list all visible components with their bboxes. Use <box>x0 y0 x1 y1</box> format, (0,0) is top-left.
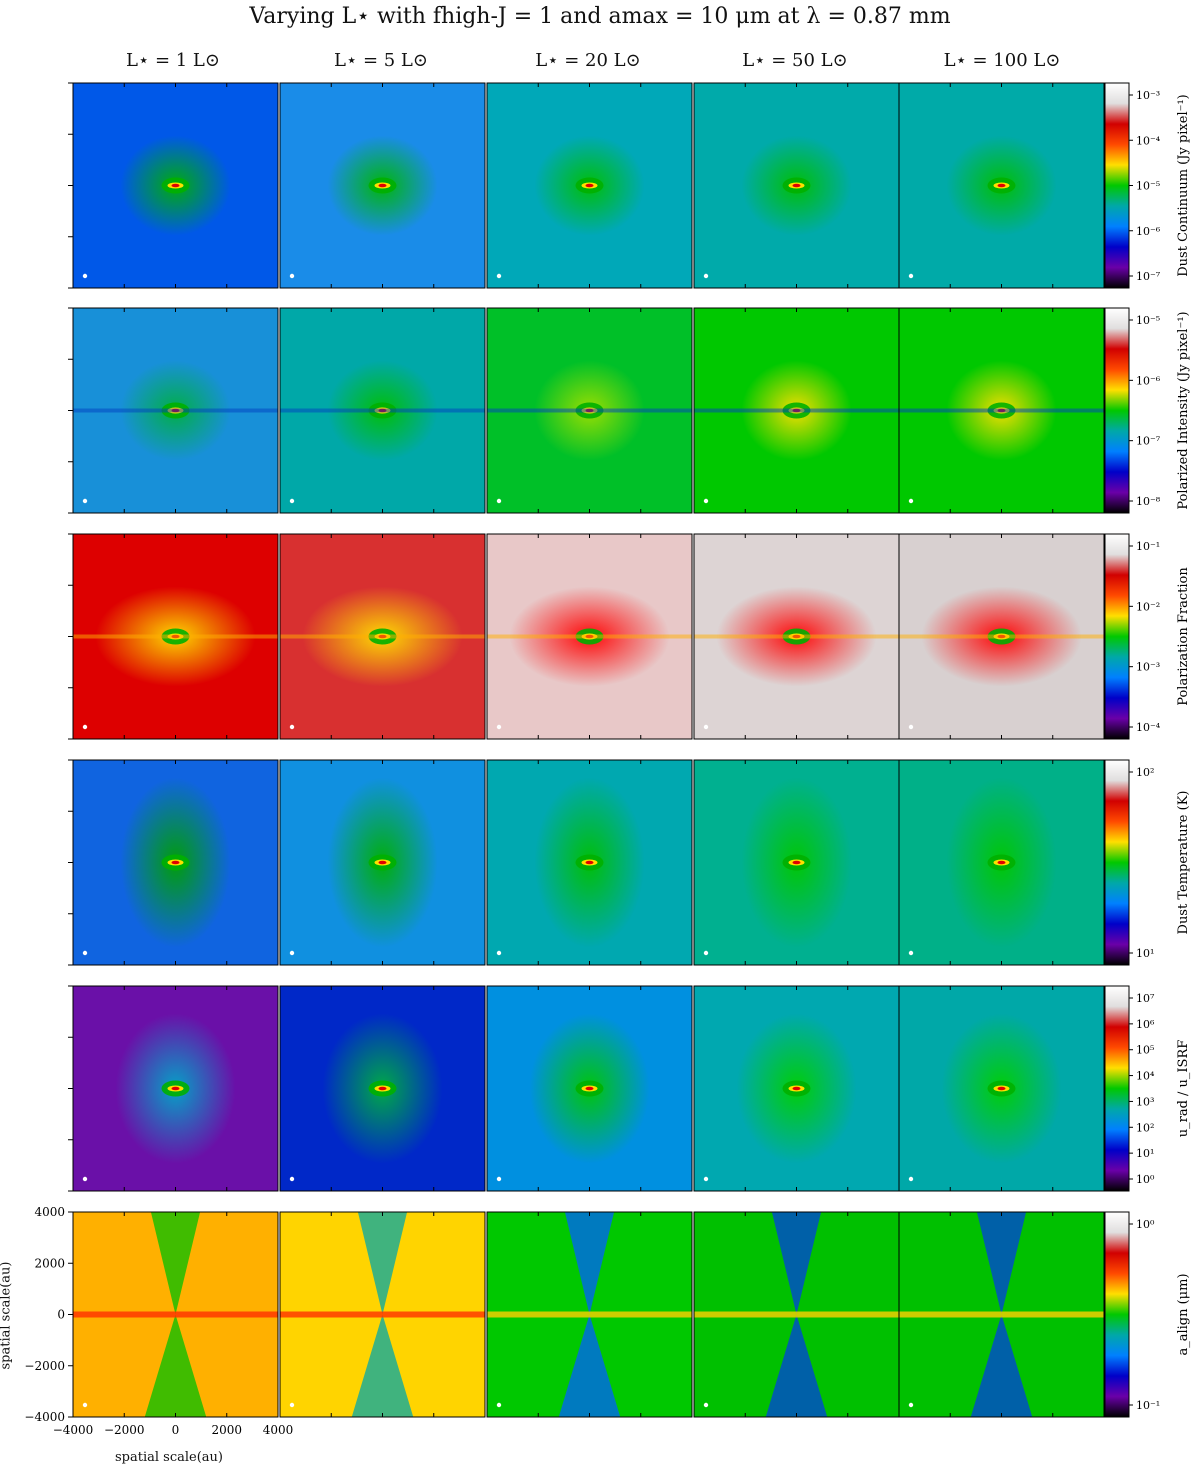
panel-r4-c2 <box>279 759 486 966</box>
panel-r6-c3 <box>486 1211 693 1418</box>
panel-r6-c1 <box>72 1211 279 1418</box>
y-tick-label: 0 <box>57 1308 65 1322</box>
colorbar-label-3: Polarization Fraction <box>1176 567 1191 706</box>
colorbar-tick-label: 10⁰ <box>1136 1173 1155 1186</box>
panel-r1-c5 <box>898 82 1105 289</box>
x-tick-label: 2000 <box>211 1423 242 1437</box>
panel-r4-c1 <box>72 759 279 966</box>
colorbar-3: 10⁻¹ 10⁻² 10⁻³ 10⁻⁴ Polarization Fraction <box>1104 533 1191 740</box>
column-title-1: L⋆ = 1 L⊙ <box>126 50 220 71</box>
panel-r1-c1 <box>72 82 279 289</box>
panel-r3-c2 <box>279 533 486 740</box>
y-tick-label: 4000 <box>34 1205 65 1219</box>
panel-r6-c4 <box>693 1211 900 1418</box>
panel-r4-c4 <box>693 759 900 966</box>
colorbar-label-5: u_rad / u_ISRF <box>1176 1040 1191 1138</box>
colorbar-tick-label: 10⁻³ <box>1136 661 1160 674</box>
x-tick-label: 4000 <box>263 1423 294 1437</box>
panel-r1-c3 <box>486 82 693 289</box>
panel-r5-c3 <box>486 985 693 1192</box>
column-title-4: L⋆ = 50 L⊙ <box>742 50 848 71</box>
colorbar-tick-label: 10⁶ <box>1136 1018 1155 1031</box>
colorbar-label-2: Polarized Intensity (Jy pixel⁻¹) <box>1176 311 1191 509</box>
colorbar-tick-label: 10⁻⁵ <box>1136 314 1160 327</box>
colorbar-tick-label: 10⁻⁷ <box>1136 270 1161 283</box>
colorbar-tick-label: 10⁻⁵ <box>1136 180 1160 193</box>
panel-r4-c5 <box>898 759 1105 966</box>
colorbar-tick-label: 10⁻¹ <box>1136 1399 1160 1412</box>
colorbar-5: 10⁷ 10⁶ 10⁵ 10⁴ 10³ 10² 10¹ 10⁰ u_rad / u_ISRF <box>1104 985 1191 1192</box>
colorbar-tick-label: 10³ <box>1136 1095 1154 1108</box>
panel-r2-c4 <box>693 307 900 514</box>
colorbar-tick-label: 10⁻⁴ <box>1136 134 1161 147</box>
colorbar-tick-label: 10¹ <box>1136 947 1154 960</box>
colorbar-1: 10⁻³ 10⁻⁴ 10⁻⁵ 10⁻⁶ 10⁻⁷ Dust Continuum (Jy p… <box>1104 82 1191 289</box>
colorbar-tick-label: 10⁻³ <box>1136 89 1160 102</box>
panel-r5-c2 <box>279 985 486 1192</box>
x-axis-label: spatial scale(au) <box>115 1450 223 1465</box>
panel-r2-c3 <box>486 307 693 514</box>
colorbar-tick-label: 10⁻² <box>1136 600 1160 613</box>
colorbar-tick-label: 10⁻⁸ <box>1136 495 1161 508</box>
panel-r1-c2 <box>279 82 486 289</box>
y-tick-label: −2000 <box>24 1359 65 1373</box>
x-tick-label: 0 <box>172 1423 180 1437</box>
colorbar-label-1: Dust Continuum (Jy pixel⁻¹) <box>1176 94 1191 277</box>
panel-r6-c5 <box>898 1211 1105 1418</box>
panel-r2-c1 <box>72 307 279 514</box>
panel-r3-c3 <box>486 533 693 740</box>
panel-r2-c5 <box>898 307 1105 514</box>
colorbar-tick-label: 10⁻¹ <box>1136 540 1160 553</box>
colorbar-tick-label: 10⁵ <box>1136 1044 1154 1057</box>
panel-r5-c5 <box>898 985 1105 1192</box>
colorbar-2: 10⁻⁵ 10⁻⁶ 10⁻⁷ 10⁻⁸ Polarized Intensity (Jy … <box>1104 307 1191 514</box>
colorbar-tick-label: 10⁻⁷ <box>1136 435 1161 448</box>
colorbar-tick-label: 10⁻⁶ <box>1136 374 1161 387</box>
panel-r1-c4 <box>693 82 900 289</box>
colorbar-4: 10² 10¹ Dust Temperature (K) <box>1104 759 1191 966</box>
colorbar-tick-label: 10⁰ <box>1136 1218 1155 1231</box>
panel-r6-c2 <box>279 1211 486 1418</box>
y-axis-label: spatial scale(au) <box>0 1261 14 1370</box>
panel-r4-c3 <box>486 759 693 966</box>
colorbar-label-4: Dust Temperature (K) <box>1176 791 1191 935</box>
figure-title: Varying L⋆ with fhigh-J = 1 and amax = 1… <box>249 4 951 29</box>
panel-r2-c2 <box>279 307 486 514</box>
y-tick-label: −4000 <box>24 1410 65 1424</box>
colorbar-tick-label: 10⁴ <box>1136 1070 1155 1083</box>
colorbar-label-6: a_align (μm) <box>1176 1273 1191 1355</box>
colorbar-tick-label: 10¹ <box>1136 1147 1154 1160</box>
colorbar-tick-label: 10⁷ <box>1136 992 1155 1005</box>
panel-r3-c5 <box>898 533 1105 740</box>
panel-r3-c1 <box>72 533 279 740</box>
column-title-5: L⋆ = 100 L⊙ <box>943 50 1061 71</box>
column-title-2: L⋆ = 5 L⊙ <box>334 50 428 71</box>
x-tick-label: −2000 <box>104 1423 145 1437</box>
panel-r3-c4 <box>693 533 900 740</box>
panel-r5-c1 <box>72 985 279 1192</box>
colorbar-tick-label: 10² <box>1136 1121 1154 1134</box>
x-tick-label: −4000 <box>53 1423 94 1437</box>
colorbar-6: 10⁰ 10⁻¹ a_align (μm) <box>1104 1211 1191 1418</box>
column-title-3: L⋆ = 20 L⊙ <box>535 50 641 71</box>
colorbar-tick-label: 10² <box>1136 766 1154 779</box>
colorbar-tick-label: 10⁻⁶ <box>1136 225 1161 238</box>
colorbar-tick-label: 10⁻⁴ <box>1136 721 1161 734</box>
y-tick-label: 2000 <box>34 1256 65 1270</box>
panel-r5-c4 <box>693 985 900 1192</box>
